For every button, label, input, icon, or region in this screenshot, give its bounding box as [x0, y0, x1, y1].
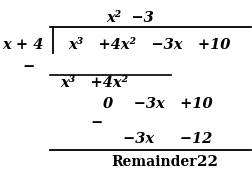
Text: −: − — [91, 116, 103, 130]
Text: −: − — [23, 60, 35, 74]
Text: x³   +4x²: x³ +4x² — [60, 76, 129, 90]
Text: 22: 22 — [197, 155, 217, 169]
Text: 0    −3x   +10: 0 −3x +10 — [103, 97, 213, 111]
Text: x + 4: x + 4 — [3, 38, 44, 52]
Text: Remainder: Remainder — [111, 155, 196, 169]
Text: x²  −3: x² −3 — [106, 11, 153, 25]
Text: x³   +4x²   −3x   +10: x³ +4x² −3x +10 — [68, 38, 230, 52]
Text: −3x     −12: −3x −12 — [123, 132, 213, 146]
